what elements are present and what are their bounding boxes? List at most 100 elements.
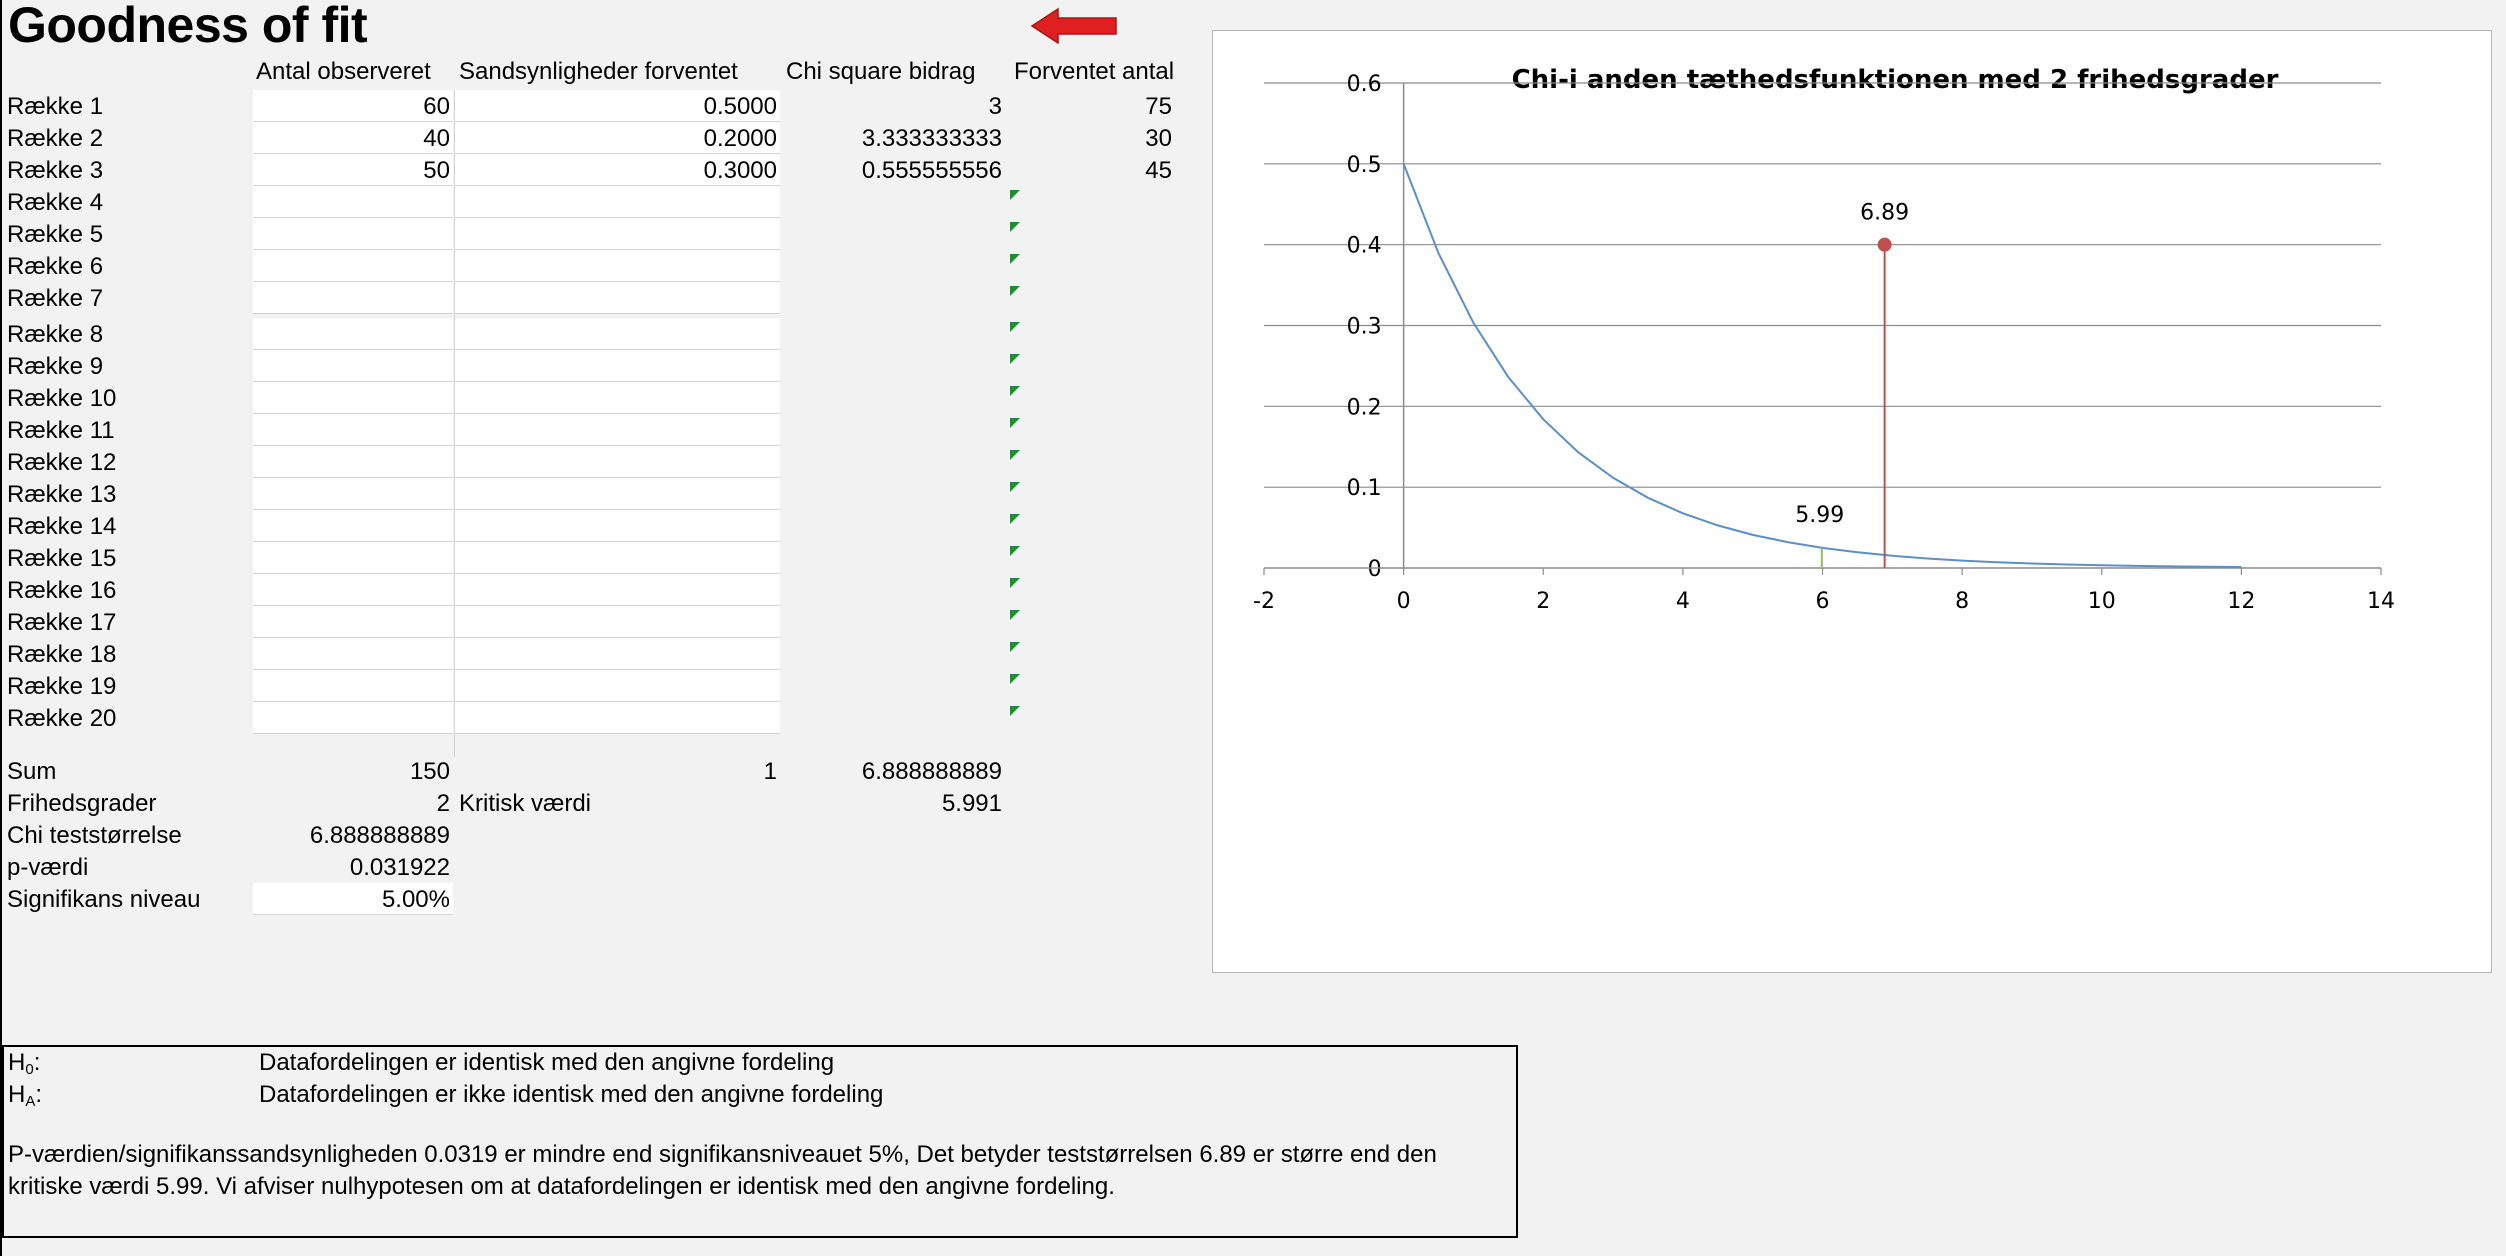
- sum-probability[interactable]: 1: [763, 758, 777, 785]
- probability-input[interactable]: [455, 702, 780, 734]
- observed-input[interactable]: [253, 638, 453, 670]
- green-triangle-icon: [1010, 386, 1020, 396]
- green-triangle-icon: [1010, 642, 1020, 652]
- probability-input[interactable]: 0.3000: [455, 154, 780, 186]
- probability-input[interactable]: [455, 250, 780, 282]
- expected-count-cell[interactable]: [1010, 382, 1175, 414]
- observed-input[interactable]: [253, 282, 453, 314]
- chi-contribution-cell[interactable]: [782, 446, 1005, 478]
- observed-input[interactable]: 40: [253, 122, 453, 154]
- red-left-arrow-icon[interactable]: [1030, 6, 1120, 46]
- observed-input[interactable]: [253, 702, 453, 734]
- probability-input[interactable]: [455, 186, 780, 218]
- header-probability: Sandsynligheder forventet: [459, 58, 738, 85]
- probability-input[interactable]: [455, 318, 780, 350]
- observed-input[interactable]: 60: [253, 90, 453, 122]
- chi-contribution-cell[interactable]: [782, 510, 1005, 542]
- probability-input[interactable]: 0.2000: [455, 122, 780, 154]
- expected-count-cell[interactable]: [1010, 574, 1175, 606]
- chi-contribution-cell[interactable]: [782, 478, 1005, 510]
- expected-count-cell[interactable]: [1010, 186, 1175, 218]
- probability-input[interactable]: [455, 574, 780, 606]
- probability-input[interactable]: [455, 510, 780, 542]
- chi-contribution-cell[interactable]: [782, 670, 1005, 702]
- chi-contribution-cell[interactable]: [782, 282, 1005, 314]
- observed-input[interactable]: [253, 218, 453, 250]
- chi-contribution-cell[interactable]: [782, 250, 1005, 282]
- chi-contribution-cell[interactable]: 3: [988, 93, 1002, 120]
- chi-contribution-cell[interactable]: [782, 186, 1005, 218]
- observed-input[interactable]: [253, 606, 453, 638]
- df-value[interactable]: 2: [436, 790, 450, 817]
- observed-input[interactable]: [253, 446, 453, 478]
- sum-chi[interactable]: 6.888888889: [861, 758, 1002, 785]
- chi-contribution-cell[interactable]: [782, 414, 1005, 446]
- critical-value[interactable]: 5.991: [941, 790, 1002, 817]
- observed-input[interactable]: [253, 510, 453, 542]
- chi-contribution-cell[interactable]: [782, 318, 1005, 350]
- expected-count-cell[interactable]: [1010, 542, 1175, 574]
- probability-input[interactable]: [455, 382, 780, 414]
- chi-stat-value[interactable]: 6.888888889: [309, 822, 450, 849]
- observed-input[interactable]: [253, 186, 453, 218]
- sum-observed[interactable]: 150: [409, 758, 450, 785]
- sheet-left-border: [0, 0, 2, 1256]
- probability-input[interactable]: [455, 478, 780, 510]
- observed-input[interactable]: [253, 250, 453, 282]
- expected-count-cell[interactable]: [1010, 414, 1175, 446]
- chi-contribution-cell[interactable]: [782, 606, 1005, 638]
- probability-input[interactable]: [455, 218, 780, 250]
- h0-text: Datafordelingen er identisk med den angi…: [259, 1049, 835, 1076]
- probability-input[interactable]: [455, 670, 780, 702]
- chi-contribution-cell[interactable]: [782, 574, 1005, 606]
- expected-count-cell[interactable]: [1010, 478, 1175, 510]
- expected-count-cell[interactable]: [1010, 446, 1175, 478]
- expected-count-cell[interactable]: 75: [1145, 93, 1172, 120]
- y-tick-label: 0.3: [1347, 315, 1382, 340]
- expected-count-cell[interactable]: [1010, 670, 1175, 702]
- chi-contribution-cell[interactable]: [782, 350, 1005, 382]
- observed-input[interactable]: [253, 414, 453, 446]
- expected-count-cell[interactable]: 30: [1145, 125, 1172, 152]
- row-label: Række 20: [7, 705, 117, 732]
- observed-input[interactable]: [253, 478, 453, 510]
- pvalue-value[interactable]: 0.031922: [349, 854, 450, 881]
- chi-contribution-cell[interactable]: [782, 382, 1005, 414]
- probability-input[interactable]: [455, 606, 780, 638]
- chi-contribution-cell[interactable]: [782, 542, 1005, 574]
- expected-count-cell[interactable]: [1010, 606, 1175, 638]
- probability-input[interactable]: [455, 282, 780, 314]
- expected-count-cell[interactable]: [1010, 282, 1175, 314]
- observed-input[interactable]: [253, 670, 453, 702]
- chi-contribution-cell[interactable]: [782, 218, 1005, 250]
- expected-count-cell[interactable]: [1010, 250, 1175, 282]
- y-tick-label: 0: [1368, 557, 1382, 582]
- expected-count-cell[interactable]: [1010, 702, 1175, 734]
- observed-input[interactable]: [253, 382, 453, 414]
- chi-contribution-cell[interactable]: [782, 638, 1005, 670]
- chi-contribution-cell[interactable]: [782, 702, 1005, 734]
- observed-input[interactable]: [253, 574, 453, 606]
- probability-input[interactable]: [455, 542, 780, 574]
- observed-input[interactable]: [253, 318, 453, 350]
- probability-input[interactable]: [455, 414, 780, 446]
- chi-contribution-cell[interactable]: 0.555555556: [861, 157, 1002, 184]
- significance-input[interactable]: 5.00%: [253, 883, 453, 915]
- row-label: Række 10: [7, 385, 117, 412]
- expected-count-cell[interactable]: 45: [1145, 157, 1172, 184]
- chi-square-chart[interactable]: Chi-i anden tæthedsfunktionen med 2 frih…: [1212, 30, 2492, 973]
- expected-count-cell[interactable]: [1010, 218, 1175, 250]
- observed-input[interactable]: [253, 350, 453, 382]
- expected-count-cell[interactable]: [1010, 510, 1175, 542]
- expected-count-cell[interactable]: [1010, 638, 1175, 670]
- expected-count-cell[interactable]: [1010, 318, 1175, 350]
- chi-contribution-cell[interactable]: 3.333333333: [861, 125, 1002, 152]
- probability-input[interactable]: [455, 446, 780, 478]
- observed-input[interactable]: 50: [253, 154, 453, 186]
- observed-input[interactable]: [253, 542, 453, 574]
- probability-input[interactable]: [455, 350, 780, 382]
- probability-input[interactable]: [455, 638, 780, 670]
- probability-input[interactable]: 0.5000: [455, 90, 780, 122]
- expected-count-cell[interactable]: [1010, 350, 1175, 382]
- x-tick-label: 4: [1676, 589, 1690, 614]
